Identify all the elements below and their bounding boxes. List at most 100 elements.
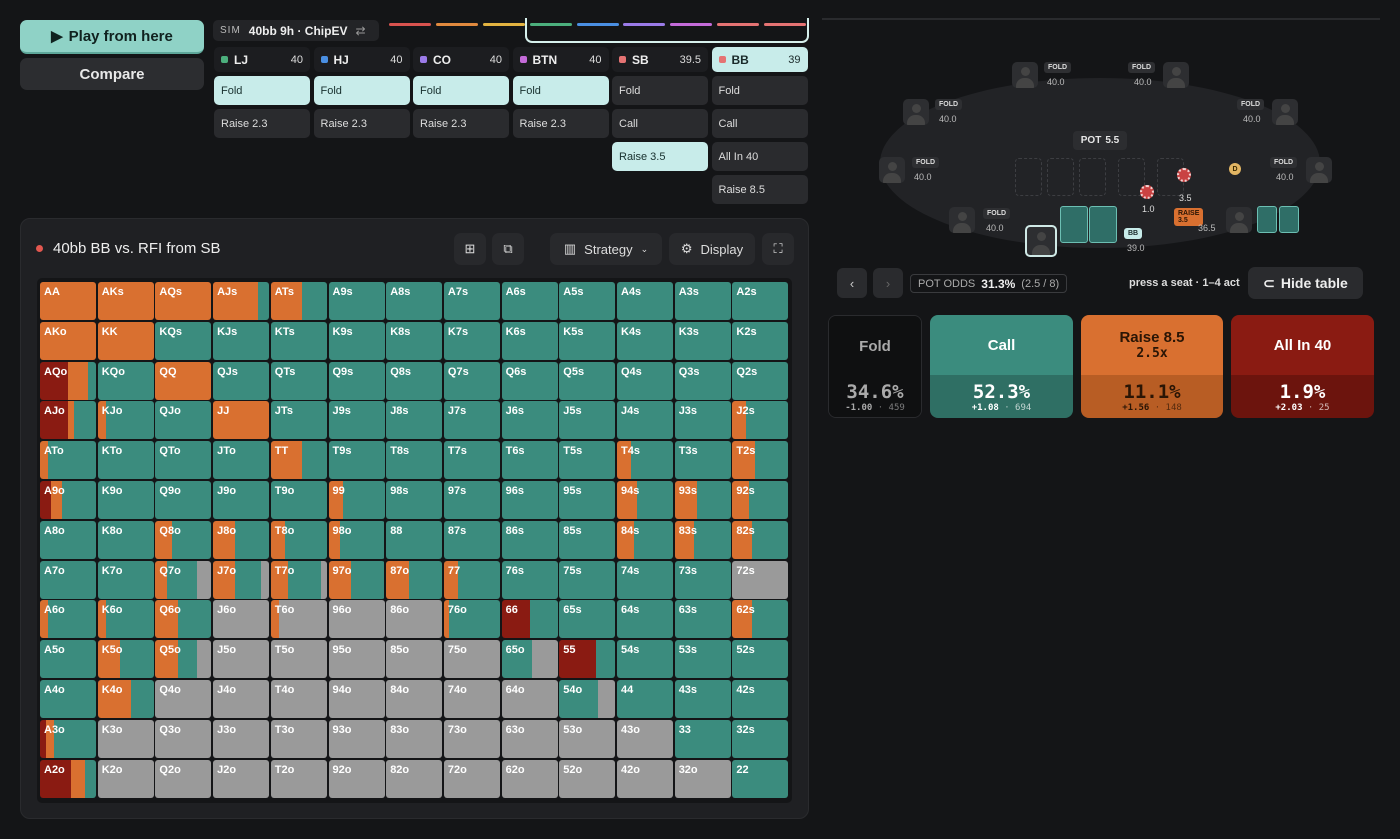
- hand-cell[interactable]: 22: [732, 759, 789, 798]
- hand-cell[interactable]: 74o: [443, 680, 500, 718]
- hand-cell[interactable]: K5o: [97, 640, 154, 679]
- hand-cell[interactable]: T8s: [386, 441, 443, 480]
- action-option[interactable]: Fold: [612, 76, 708, 105]
- hand-cell[interactable]: 73o: [443, 719, 500, 758]
- swap-icon[interactable]: ⇄: [355, 23, 366, 38]
- hand-cell[interactable]: 84o: [386, 680, 443, 718]
- hand-cell[interactable]: 92o: [328, 759, 385, 798]
- action-option[interactable]: Fold: [313, 76, 410, 105]
- hand-cell[interactable]: KJs: [213, 321, 270, 360]
- action-option[interactable]: Fold: [214, 76, 310, 105]
- action-box-fold[interactable]: Fold 34.6% -1.00 · 459: [828, 315, 922, 418]
- hand-cell[interactable]: 82s: [732, 520, 789, 559]
- hand-cell[interactable]: Q3o: [155, 719, 212, 758]
- hand-cell[interactable]: J8o: [213, 520, 270, 559]
- hand-cell[interactable]: 95o: [328, 640, 385, 679]
- action-option[interactable]: Fold: [413, 76, 509, 105]
- hand-cell[interactable]: JTs: [270, 401, 327, 440]
- action-option[interactable]: Raise 8.5: [711, 175, 808, 204]
- hand-cell[interactable]: Q6o: [155, 600, 212, 639]
- hand-cell[interactable]: 72s: [732, 560, 789, 599]
- hand-cell[interactable]: J3s: [674, 401, 731, 440]
- hand-cell[interactable]: J4o: [213, 680, 270, 718]
- hand-cell[interactable]: 64s: [617, 600, 673, 639]
- hand-cell[interactable]: 77: [443, 560, 500, 599]
- hand-cell[interactable]: 74s: [617, 560, 673, 599]
- hand-cell[interactable]: ATs: [270, 282, 327, 320]
- hand-cell[interactable]: A9s: [328, 282, 385, 320]
- hand-cell[interactable]: KTo: [97, 441, 154, 480]
- hand-cell[interactable]: 53s: [674, 640, 731, 679]
- hand-cell[interactable]: 75s: [559, 560, 616, 599]
- hand-cell[interactable]: 63o: [501, 719, 558, 758]
- hand-cell[interactable]: Q4o: [155, 680, 212, 718]
- hand-cell[interactable]: A7o: [40, 560, 96, 599]
- hand-cell[interactable]: 54o: [559, 680, 616, 718]
- hand-cell[interactable]: A3s: [674, 282, 731, 320]
- hand-cell[interactable]: 44: [617, 680, 673, 718]
- hand-cell[interactable]: K3s: [674, 321, 731, 360]
- hand-cell[interactable]: T3o: [270, 719, 327, 758]
- player-avatar-icon[interactable]: [1306, 157, 1332, 183]
- hand-cell[interactable]: 65o: [501, 640, 558, 679]
- hand-cell[interactable]: 32s: [732, 719, 789, 758]
- hand-cell[interactable]: KQo: [97, 361, 154, 400]
- hand-cell[interactable]: QTo: [155, 441, 212, 480]
- position-header-bb[interactable]: BB 39: [711, 47, 808, 72]
- hand-cell[interactable]: Q8s: [386, 361, 443, 400]
- hand-cell[interactable]: T7s: [443, 441, 500, 480]
- hand-cell[interactable]: A8o: [40, 520, 96, 559]
- player-avatar-icon[interactable]: [1163, 62, 1189, 88]
- hand-cell[interactable]: J6s: [501, 401, 558, 440]
- hand-cell[interactable]: K8s: [386, 321, 443, 360]
- hand-cell[interactable]: K9o: [97, 481, 154, 519]
- hand-cell[interactable]: Q4s: [617, 361, 673, 400]
- action-option[interactable]: Call: [612, 109, 708, 138]
- hide-table-button[interactable]: ⊂ Hide table: [1248, 267, 1363, 299]
- compare-button[interactable]: Compare: [20, 58, 204, 90]
- hand-cell[interactable]: K3o: [97, 719, 154, 758]
- hand-cell[interactable]: K5s: [559, 321, 616, 360]
- hand-cell[interactable]: A3o: [40, 719, 96, 758]
- hand-cell[interactable]: T5o: [270, 640, 327, 679]
- hand-cell[interactable]: K6o: [97, 600, 154, 639]
- hand-cell[interactable]: AJo: [40, 401, 96, 440]
- hand-cell[interactable]: 97o: [328, 560, 385, 599]
- hand-cell[interactable]: J2s: [732, 401, 789, 440]
- hand-cell[interactable]: KTs: [270, 321, 327, 360]
- display-button[interactable]: ⚙ Display: [669, 233, 755, 265]
- hand-cell[interactable]: T9s: [328, 441, 385, 480]
- hand-cell[interactable]: Q2s: [732, 361, 789, 400]
- hand-cell[interactable]: Q7s: [443, 361, 500, 400]
- hand-cell[interactable]: 33: [674, 719, 731, 758]
- hand-cell[interactable]: Q9o: [155, 481, 212, 519]
- hand-cell[interactable]: 97s: [443, 481, 500, 519]
- hand-cell[interactable]: 76s: [501, 560, 558, 599]
- copy-button[interactable]: ⧉: [492, 233, 524, 265]
- play-from-here-button[interactable]: ▶ Play from here: [20, 20, 204, 54]
- position-header-sb[interactable]: SB 39.5: [612, 47, 708, 72]
- hand-cell[interactable]: 63s: [674, 600, 731, 639]
- hand-cell[interactable]: J5o: [213, 640, 270, 679]
- hand-cell[interactable]: AKs: [97, 282, 154, 320]
- hand-cell[interactable]: 32o: [674, 759, 731, 798]
- hand-cell[interactable]: J2o: [213, 759, 270, 798]
- prev-button[interactable]: ‹: [837, 268, 867, 298]
- hand-cell[interactable]: A6s: [501, 282, 558, 320]
- hand-cell[interactable]: T5s: [559, 441, 616, 480]
- hand-cell[interactable]: A7s: [443, 282, 500, 320]
- hand-cell[interactable]: 64o: [501, 680, 558, 718]
- hand-cell[interactable]: 53o: [559, 719, 616, 758]
- player-avatar-icon[interactable]: [879, 157, 905, 183]
- hand-cell[interactable]: AKo: [40, 321, 96, 360]
- hand-cell[interactable]: K7s: [443, 321, 500, 360]
- hand-cell[interactable]: QTs: [270, 361, 327, 400]
- hand-cell[interactable]: JTo: [213, 441, 270, 480]
- hand-cell[interactable]: K7o: [97, 560, 154, 599]
- hand-cell[interactable]: 72o: [443, 759, 500, 798]
- hand-cell[interactable]: K4o: [97, 680, 154, 718]
- hand-cell[interactable]: 98o: [328, 520, 385, 559]
- player-avatar-icon[interactable]: [1025, 225, 1057, 257]
- hand-cell[interactable]: T2o: [270, 759, 327, 798]
- hand-cell[interactable]: 95s: [559, 481, 616, 519]
